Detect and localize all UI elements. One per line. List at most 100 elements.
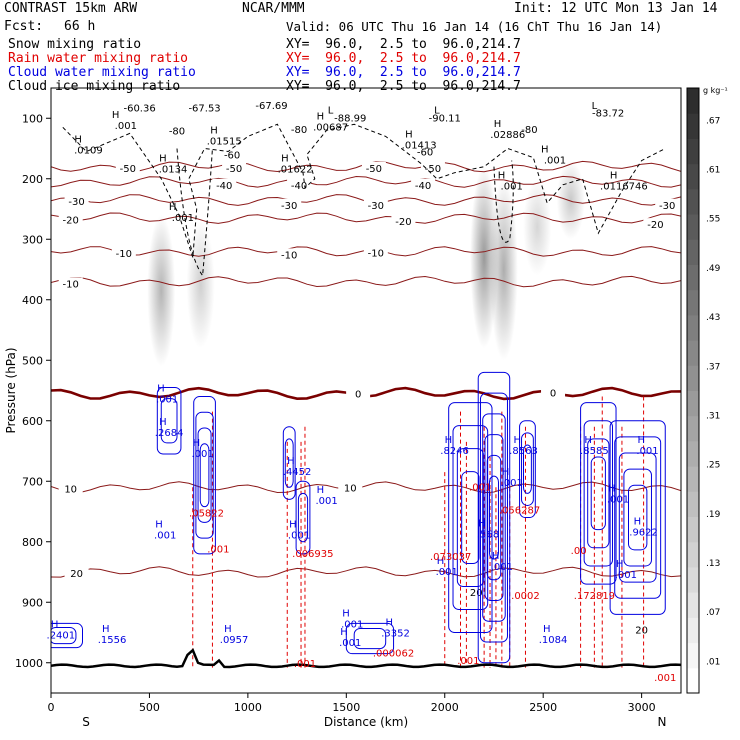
cloud-water-max-label: .001 [339, 638, 361, 649]
colorbar-unit: g kg⁻¹ [703, 86, 728, 95]
colorbar-step [687, 340, 699, 366]
cloud-water-max-marker: H [102, 624, 110, 635]
cloud-water-contour [160, 398, 178, 444]
label-bg [643, 218, 668, 231]
x-tick-label: 0 [48, 701, 55, 714]
cloud-water-contour [628, 484, 648, 551]
temperature-label: -60.36 [123, 103, 155, 114]
temperature-label: -30 [368, 201, 384, 212]
temperature-contour [51, 275, 681, 288]
minimum-label: L [434, 105, 440, 116]
label-bg [64, 195, 89, 208]
colorbar-label: .25 [706, 461, 720, 471]
cloud-water-contour [448, 402, 493, 633]
colorbar-step [687, 113, 699, 139]
cloud-water-contour [484, 434, 504, 602]
temperature-label: -60 [224, 151, 240, 162]
rain-max-label: .001 [207, 545, 229, 556]
snow-contour [62, 123, 666, 258]
label-bg [464, 585, 489, 598]
cloud-water-max-label: .8246 [440, 446, 469, 457]
temperature-label: 10 [344, 483, 357, 494]
colorbar-label: .55 [706, 215, 720, 225]
colorbar-label: .31 [706, 411, 720, 421]
temperature-label: -20 [63, 215, 79, 226]
colorbar-label: .13 [706, 559, 720, 569]
cloud-water-max-label: .2401 [47, 631, 76, 642]
cloud-water-max-label: .001 [341, 620, 363, 631]
colorbar-step [687, 214, 699, 240]
cloud-water-contour [456, 448, 484, 588]
terrain-line [51, 648, 681, 669]
label-bg [363, 198, 388, 211]
cloud-water-contour [521, 432, 534, 506]
rain-max-label: .0002 [511, 591, 540, 602]
temperature-label: 20 [635, 625, 648, 636]
x-tick-label: 2500 [529, 701, 557, 714]
snow-max-marker: H [317, 111, 325, 122]
rain-max-label: .00 [571, 546, 587, 557]
cloud-water-max-label: .001 [288, 531, 310, 542]
label-bg [287, 123, 312, 136]
snow-max-label: .001 [115, 121, 137, 132]
cloud-water-max-label: .568 [477, 530, 499, 541]
temperature-label: -10 [63, 279, 79, 290]
colorbar-step [687, 264, 699, 291]
rain-max-label: .001 [294, 659, 316, 670]
label-bg [58, 213, 83, 226]
colorbar-step [687, 642, 699, 669]
cloud-water-contour [486, 454, 502, 581]
colorbar-step [687, 390, 699, 417]
cloud-water-max-marker: H [608, 483, 616, 494]
colorbar-step [687, 239, 699, 265]
temperature-label: -10 [281, 250, 297, 261]
cloud-water-contour [284, 438, 294, 488]
forecast-label: Fcst: [4, 19, 44, 34]
cloud-water-max-label: .001 [607, 494, 629, 505]
temperature-contour [51, 212, 681, 224]
minimum-label: L [328, 105, 334, 116]
label-bg [277, 198, 302, 211]
cloud-water-max-label: .001 [636, 446, 658, 457]
label-bg [58, 277, 83, 290]
field-snow-xy: XY= 96.0, 2.5 to 96.0,214.7 [286, 37, 521, 52]
cloud-water-max-label: .8585 [580, 446, 609, 457]
cloud-water-contour [523, 444, 532, 494]
label-bg [411, 178, 436, 191]
cloud-water-contour [353, 627, 387, 650]
cloud-water-contour [295, 480, 311, 555]
temperature-label: -30 [659, 201, 675, 212]
temperature-label: -67.53 [188, 103, 220, 114]
rain-max-label: .073037 [430, 552, 471, 563]
label-bg [346, 387, 371, 400]
cloud-water-contour [519, 420, 536, 519]
label-bg [420, 161, 445, 174]
label-bg [220, 148, 245, 161]
colorbar-step [687, 491, 699, 518]
label-bg [192, 101, 217, 114]
label-bg [259, 98, 284, 111]
snow-contour [176, 148, 213, 277]
temperature-label: -10 [116, 249, 132, 260]
cloud-water-max-marker: H [543, 624, 551, 635]
snow-max-label: .01413 [402, 141, 437, 152]
colorbar-step [687, 617, 699, 644]
label-bg [287, 178, 312, 191]
snow-max-label: .0134 [159, 165, 188, 176]
cloud-water-contour [580, 402, 617, 585]
cloud-water-contour [297, 492, 309, 543]
colorbar-step [687, 88, 699, 114]
minimum-label: L [592, 101, 598, 112]
label-bg [58, 482, 83, 495]
rain-max-label: .05822 [189, 508, 224, 519]
cloud-water-contour [195, 411, 214, 539]
valid-time: Valid: 06 UTC Thu 16 Jan 14 (16 ChT Thu … [286, 19, 663, 34]
cloud-water-max-marker: H [445, 435, 453, 446]
colorbar-step [687, 138, 699, 165]
temperature-label: -80 [169, 126, 185, 137]
shaded-plume [523, 178, 552, 276]
snow-max-label: .0116746 [600, 182, 648, 193]
colorbar-step [687, 516, 699, 543]
temperature-label: 20 [470, 588, 483, 599]
cloud-water-max-label: .4452 [283, 467, 312, 478]
